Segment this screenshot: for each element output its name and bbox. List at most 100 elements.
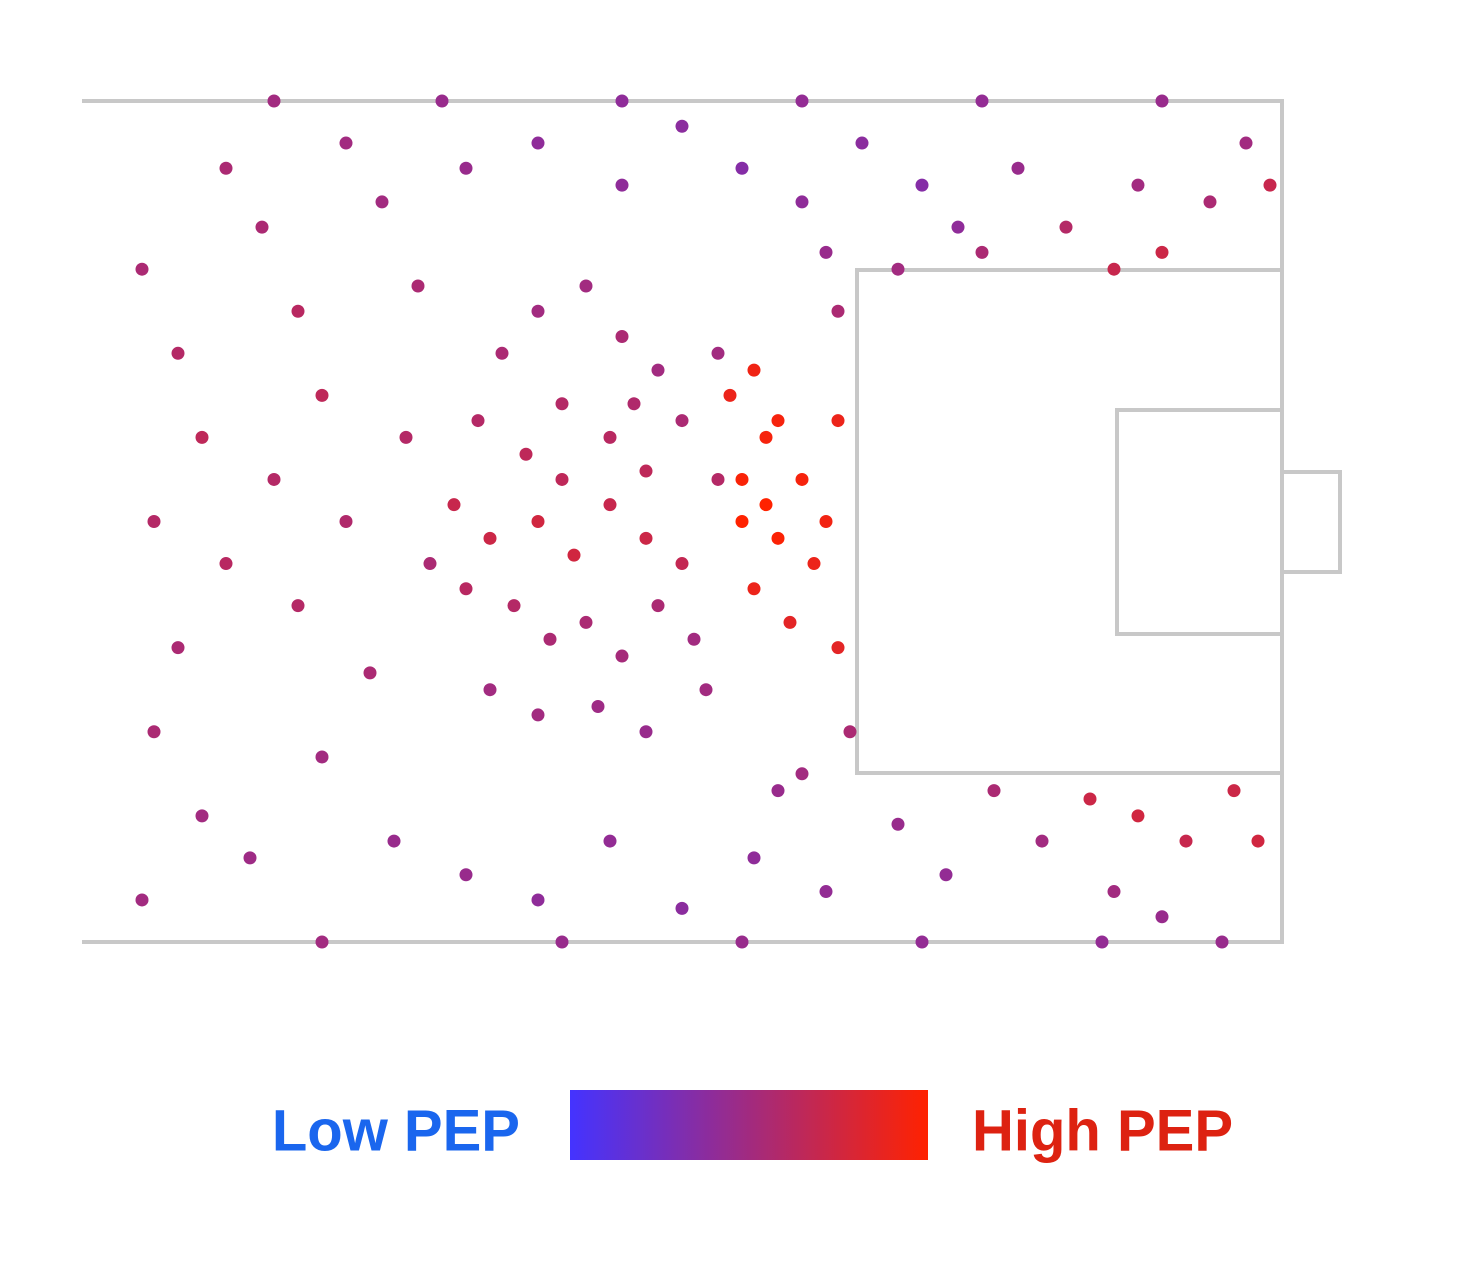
point xyxy=(615,94,629,108)
point xyxy=(831,414,845,428)
point xyxy=(1179,834,1193,848)
point xyxy=(531,708,545,722)
point xyxy=(243,851,257,865)
point xyxy=(627,397,641,411)
colorbar xyxy=(570,1090,928,1160)
point xyxy=(531,304,545,318)
point xyxy=(1083,792,1097,806)
point xyxy=(1215,935,1229,949)
point xyxy=(747,851,761,865)
point xyxy=(771,784,785,798)
point xyxy=(1251,834,1265,848)
point xyxy=(675,414,689,428)
point xyxy=(603,834,617,848)
point xyxy=(315,750,329,764)
point xyxy=(555,397,569,411)
point xyxy=(315,935,329,949)
point xyxy=(483,683,497,697)
point xyxy=(1263,178,1277,192)
point xyxy=(1011,161,1025,175)
point xyxy=(795,94,809,108)
point xyxy=(423,557,437,571)
goal xyxy=(1282,470,1342,574)
points xyxy=(135,94,1277,949)
point xyxy=(723,388,737,402)
point xyxy=(759,498,773,512)
point xyxy=(819,245,833,259)
point xyxy=(1107,885,1121,899)
point xyxy=(171,346,185,360)
point xyxy=(747,363,761,377)
point xyxy=(939,868,953,882)
point xyxy=(615,649,629,663)
point xyxy=(615,178,629,192)
point xyxy=(135,262,149,276)
point xyxy=(975,94,989,108)
point xyxy=(807,557,821,571)
point xyxy=(951,220,965,234)
point xyxy=(1239,136,1253,150)
point xyxy=(459,582,473,596)
point xyxy=(531,515,545,528)
point xyxy=(567,548,581,562)
point xyxy=(519,447,533,461)
penalty-box xyxy=(855,268,1282,775)
point xyxy=(579,615,593,629)
point xyxy=(675,119,689,133)
point xyxy=(291,599,305,613)
point xyxy=(339,136,353,150)
point xyxy=(975,245,989,259)
point xyxy=(555,472,569,486)
point xyxy=(399,430,413,444)
point xyxy=(255,220,269,234)
point xyxy=(375,195,389,209)
point xyxy=(459,868,473,882)
point xyxy=(483,531,497,545)
point xyxy=(639,464,653,478)
point xyxy=(1203,195,1217,209)
point xyxy=(1131,809,1145,823)
point xyxy=(915,178,929,192)
point xyxy=(495,346,509,360)
point xyxy=(1059,220,1073,234)
point xyxy=(435,94,449,108)
point xyxy=(771,414,785,428)
point xyxy=(459,161,473,175)
point xyxy=(759,430,773,444)
point xyxy=(291,304,305,318)
point xyxy=(411,279,425,293)
point xyxy=(699,683,713,697)
point xyxy=(639,531,653,545)
point xyxy=(675,901,689,915)
point xyxy=(219,557,233,571)
point xyxy=(1155,94,1169,108)
point xyxy=(531,893,545,907)
point xyxy=(795,767,809,781)
point xyxy=(447,498,461,512)
point xyxy=(831,304,845,318)
point xyxy=(651,599,665,613)
point xyxy=(171,641,185,655)
point xyxy=(915,935,929,949)
point xyxy=(675,557,689,571)
point xyxy=(579,279,593,293)
pitch-outline xyxy=(82,99,1284,944)
point xyxy=(783,615,797,629)
point xyxy=(735,515,749,528)
point xyxy=(819,515,833,528)
point xyxy=(831,641,845,655)
point xyxy=(195,430,209,444)
point xyxy=(147,725,161,739)
low-label: Low PEP xyxy=(272,1098,520,1163)
pitch xyxy=(82,99,1342,944)
point xyxy=(711,472,725,486)
point xyxy=(471,414,485,428)
point xyxy=(1155,910,1169,924)
point xyxy=(735,935,749,949)
point xyxy=(747,582,761,596)
point xyxy=(267,94,281,108)
point xyxy=(711,346,725,360)
point xyxy=(531,136,545,150)
six-yard-box xyxy=(1115,408,1282,636)
point xyxy=(147,515,161,528)
